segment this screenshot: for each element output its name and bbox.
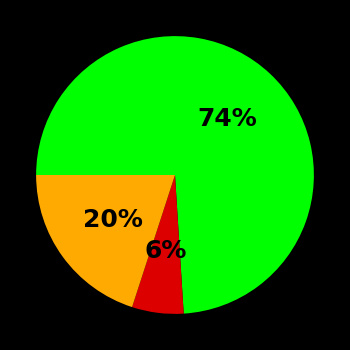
Text: 6%: 6% xyxy=(144,239,187,263)
Wedge shape xyxy=(132,175,184,314)
Wedge shape xyxy=(36,175,175,307)
Text: 20%: 20% xyxy=(83,208,143,232)
Wedge shape xyxy=(36,36,314,314)
Text: 74%: 74% xyxy=(197,107,257,131)
